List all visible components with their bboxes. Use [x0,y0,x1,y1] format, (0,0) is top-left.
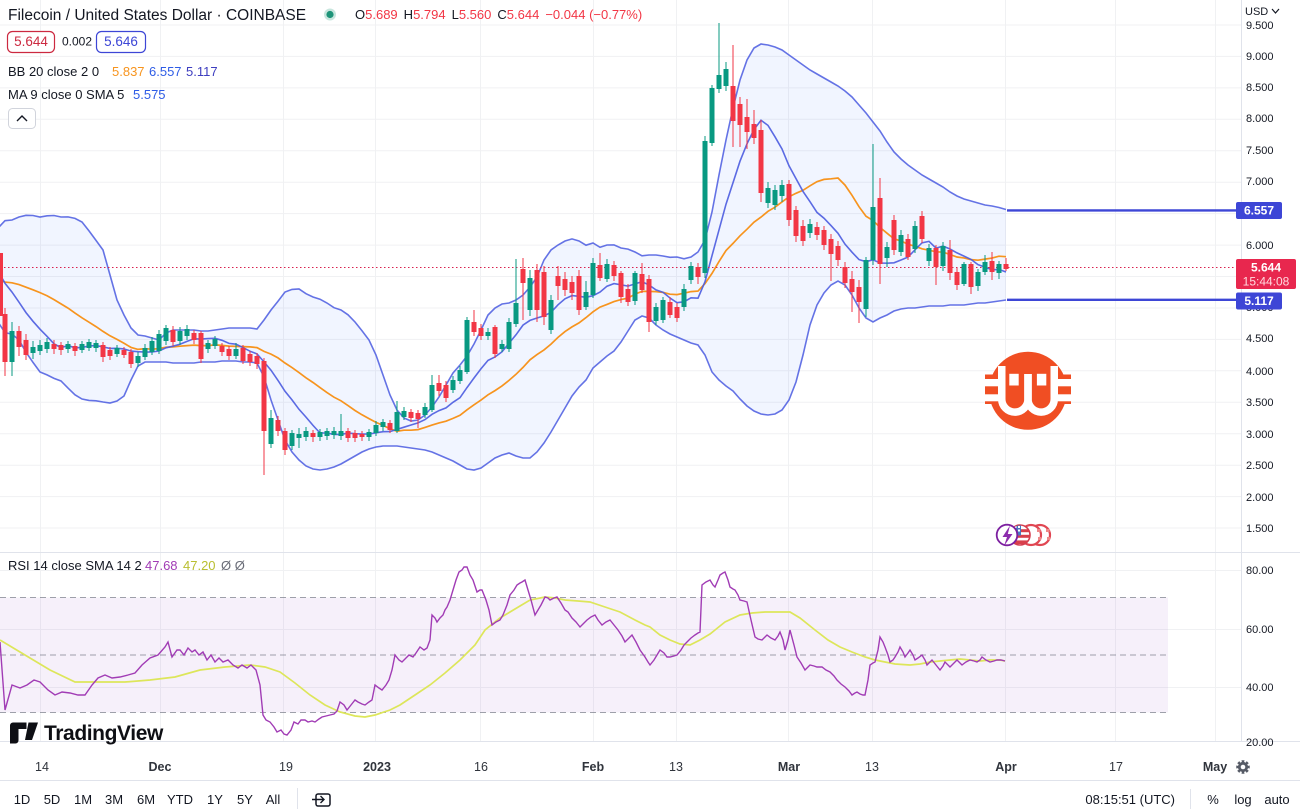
svg-text:13: 13 [669,760,683,774]
svg-text:2.500: 2.500 [1246,460,1274,472]
svg-text:8.000: 8.000 [1246,113,1274,125]
svg-text:6.000: 6.000 [1246,240,1274,252]
svg-text:8.500: 8.500 [1246,82,1274,94]
svg-text:7.000: 7.000 [1246,176,1274,188]
svg-text:Filecoin / United States Dolla: Filecoin / United States Dollar · COINBA… [8,7,306,24]
svg-text:5.117: 5.117 [186,64,218,79]
svg-text:5.646: 5.646 [104,34,138,49]
svg-text:BB 20 close 2 0: BB 20 close 2 0 [8,64,99,79]
svg-text:1M: 1M [74,792,92,807]
svg-text:5.575: 5.575 [133,87,166,102]
svg-text:2.000: 2.000 [1246,492,1274,504]
svg-text:0.002: 0.002 [62,35,92,49]
svg-text:19: 19 [279,760,293,774]
svg-text:MA 9 close 0 SMA 5: MA 9 close 0 SMA 5 [8,87,124,102]
svg-text:6.557: 6.557 [1244,204,1274,218]
svg-text:9.000: 9.000 [1246,51,1274,63]
svg-text:20.00: 20.00 [1246,737,1274,749]
svg-text:60.00: 60.00 [1246,624,1274,636]
svg-text:5.837: 5.837 [112,64,145,79]
svg-text:6M: 6M [137,792,155,807]
svg-text:Feb: Feb [582,760,605,774]
svg-text:Ø Ø: Ø Ø [221,558,245,573]
svg-text:All: All [266,792,281,807]
svg-text:47.68: 47.68 [145,558,178,573]
svg-text:USD: USD [1245,6,1268,18]
svg-text:17: 17 [1109,760,1123,774]
svg-text:auto: auto [1264,792,1289,807]
svg-text:1.500: 1.500 [1246,523,1274,535]
svg-text:TradingView: TradingView [44,722,164,745]
svg-text:15:44:08: 15:44:08 [1243,275,1290,289]
svg-text:2023: 2023 [363,760,391,774]
svg-text:May: May [1203,760,1227,774]
svg-text:5.117: 5.117 [1244,294,1274,308]
svg-text:%: % [1207,792,1219,807]
svg-text:4.500: 4.500 [1246,333,1274,345]
svg-text:16: 16 [474,760,488,774]
svg-text:80.00: 80.00 [1246,565,1274,577]
svg-text:Apr: Apr [995,760,1017,774]
svg-text:5.644: 5.644 [1251,261,1281,275]
svg-text:4.000: 4.000 [1246,366,1274,378]
svg-text:Dec: Dec [149,760,172,774]
svg-text:7.500: 7.500 [1246,145,1274,157]
svg-text:47.20: 47.20 [183,558,216,573]
svg-text:9.500: 9.500 [1246,20,1274,32]
svg-text:1D: 1D [14,792,31,807]
svg-text:3M: 3M [105,792,123,807]
svg-text:RSI 14 close SMA 14 2: RSI 14 close SMA 14 2 [8,558,142,573]
svg-text:1Y: 1Y [207,792,223,807]
svg-text:6.557: 6.557 [149,64,182,79]
svg-text:5D: 5D [44,792,61,807]
svg-text:YTD: YTD [167,792,193,807]
svg-text:log: log [1234,792,1251,807]
svg-text:08:15:51 (UTC): 08:15:51 (UTC) [1085,792,1175,807]
svg-text:3.500: 3.500 [1246,397,1274,409]
svg-text:5.644: 5.644 [14,34,48,49]
svg-text:40.00: 40.00 [1246,682,1274,694]
svg-text:14: 14 [35,760,49,774]
svg-text:3.000: 3.000 [1246,429,1274,441]
svg-text:5Y: 5Y [237,792,253,807]
svg-text:13: 13 [865,760,879,774]
svg-text:Mar: Mar [778,760,800,774]
